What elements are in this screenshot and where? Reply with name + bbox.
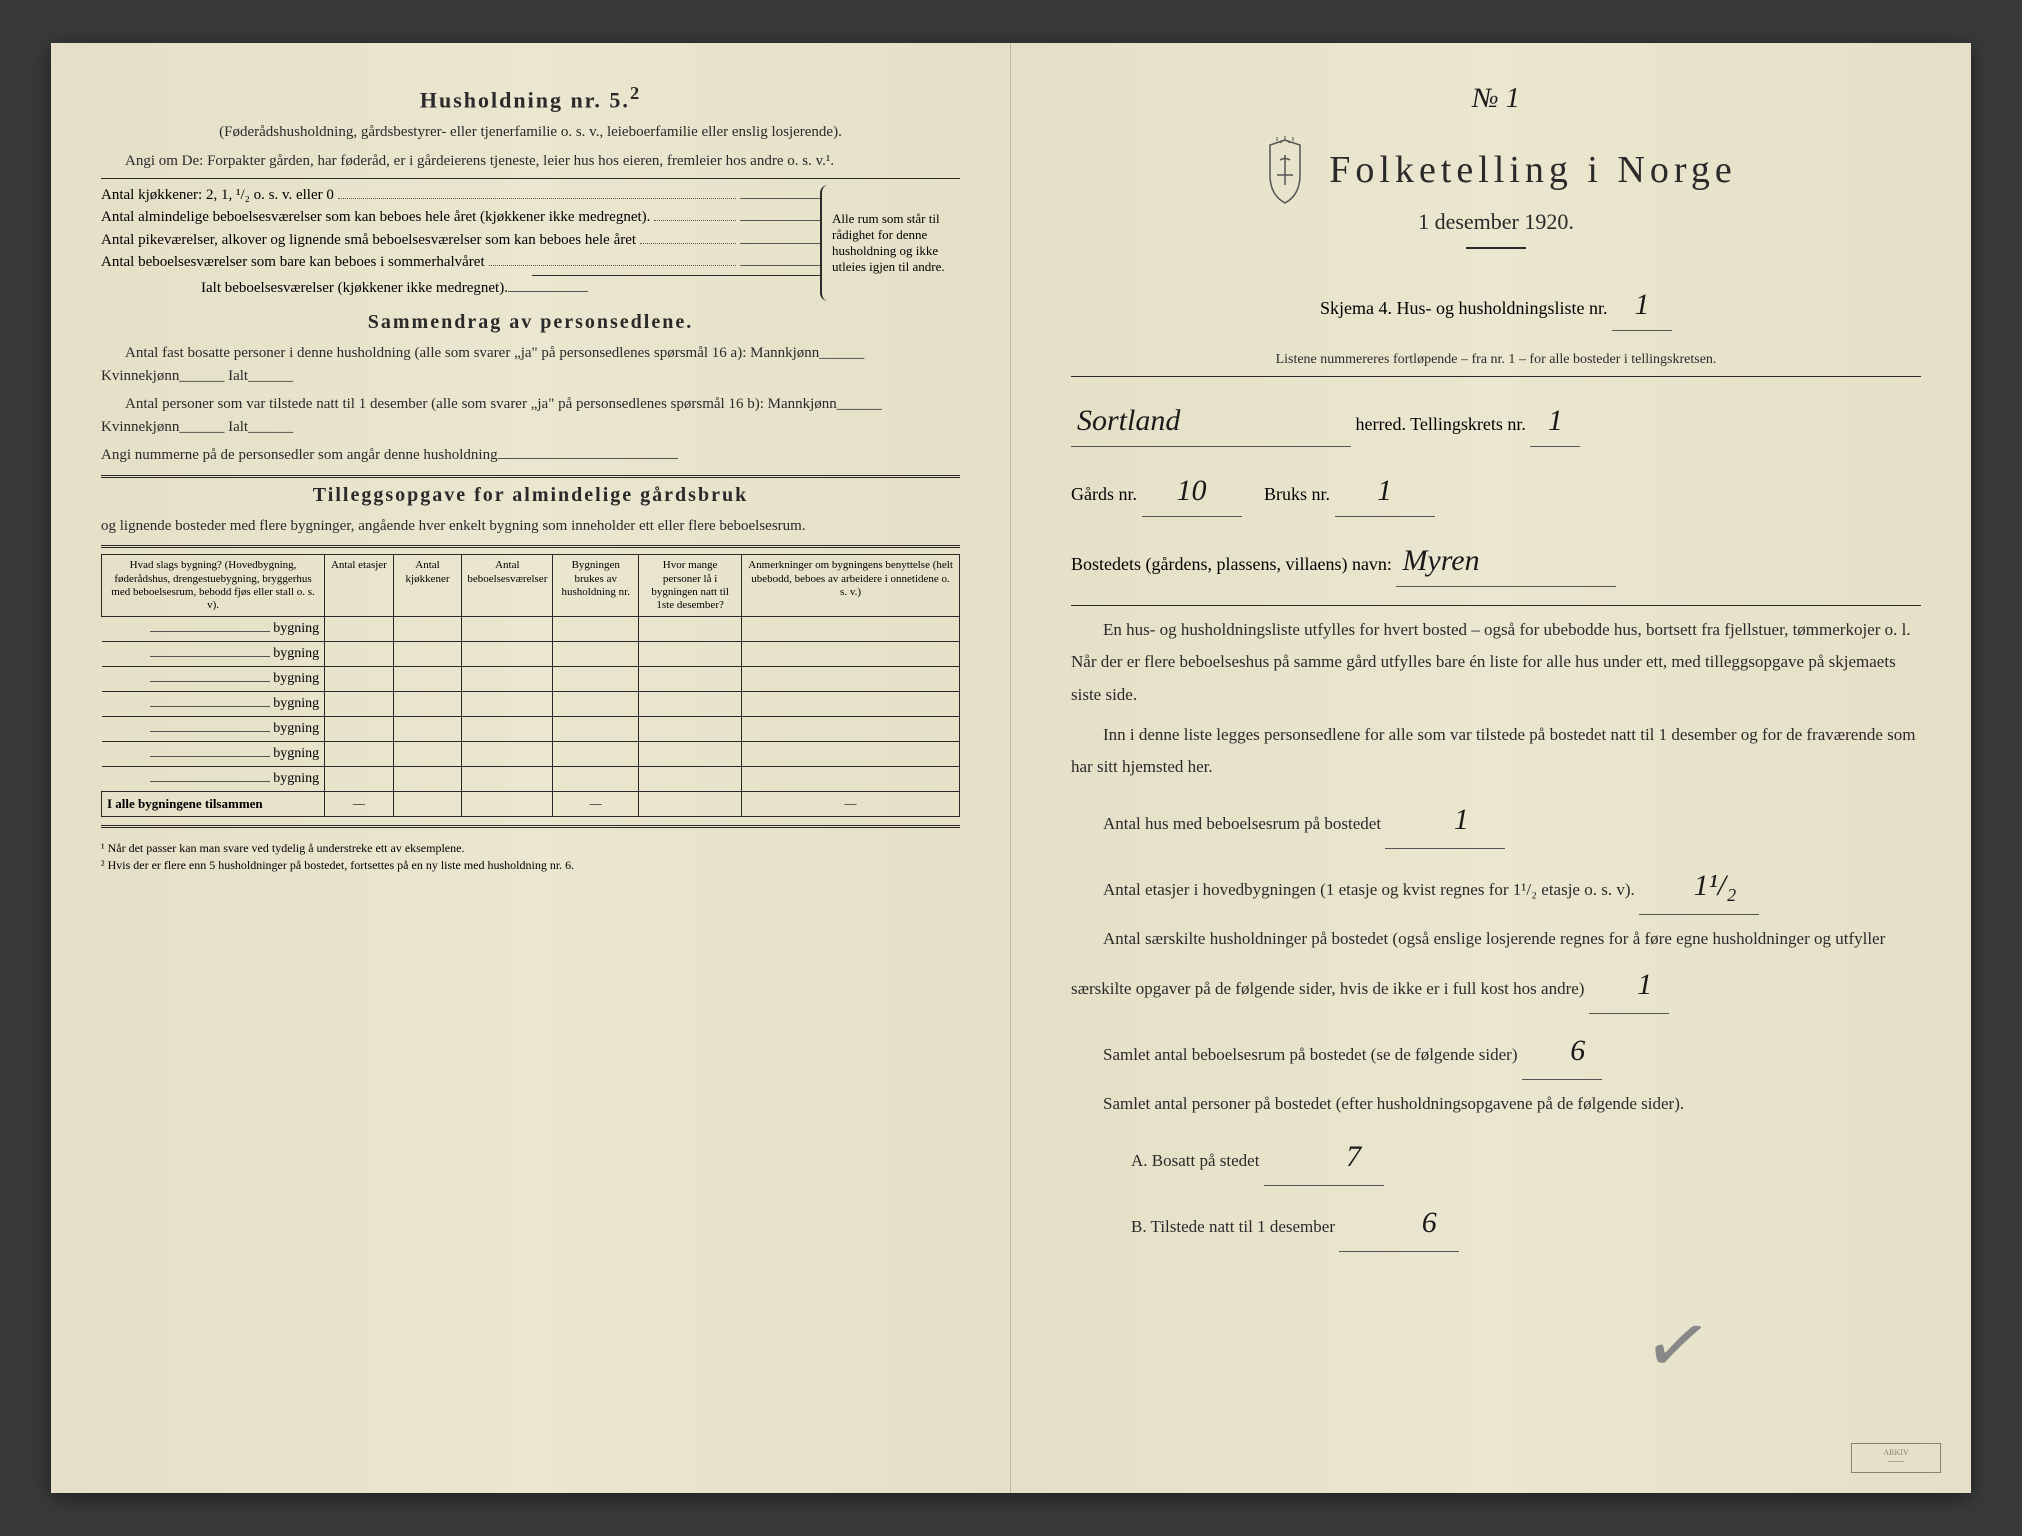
bosted-value: Myren — [1396, 535, 1616, 587]
bruk-value: 1 — [1335, 465, 1435, 517]
table-row: bygning — [102, 767, 960, 792]
th-2: Antal kjøkkener — [393, 555, 462, 617]
table-row: bygning — [102, 692, 960, 717]
th-0: Hvad slags bygning? (Hovedbygning, føder… — [102, 555, 325, 617]
q2: Antal etasjer i hovedbygningen (1 etasje… — [1071, 857, 1921, 915]
fn2: ² Hvis der er flere enn 5 husholdninger … — [101, 857, 960, 874]
skjema-value: 1 — [1612, 279, 1672, 331]
sammendrag-title: Sammendrag av personsedlene. — [101, 311, 960, 334]
th-1: Antal etasjer — [325, 555, 394, 617]
h5-subtitle: (Føderådshusholdning, gårdsbestyrer- ell… — [101, 121, 960, 144]
date-line: 1 desember 1920. — [1071, 209, 1921, 235]
qA-value: 7 — [1264, 1128, 1384, 1186]
herred-value: Sortland — [1071, 395, 1351, 447]
qA: A. Bosatt på stedet 7 — [1071, 1128, 1921, 1186]
para2: Inn i denne liste legges personsedlene f… — [1071, 719, 1921, 784]
krets-value: 1 — [1530, 395, 1580, 447]
table-row: bygning — [102, 617, 960, 642]
kjokken-label: Antal kjøkkener: 2, 1, ¹/₂ o. s. v. elle… — [101, 187, 334, 204]
table-sum-row: I alle bygningene tilsammen——— — [102, 792, 960, 817]
listene-note: Listene nummereres fortløpende – fra nr.… — [1071, 349, 1921, 370]
th-6: Anmerkninger om bygningens benyttelse (h… — [742, 555, 960, 617]
q2-value: 1¹/₂ — [1639, 857, 1759, 915]
herred-line: Sortland herred. Tellingskrets nr. 1 — [1071, 395, 1921, 447]
table-row: bygning — [102, 742, 960, 767]
left-page: Husholdning nr. 5.2 (Føderådshusholdning… — [51, 43, 1011, 1493]
q5-label: Samlet antal personer på bostedet (efter… — [1071, 1088, 1921, 1120]
right-page: № 1 Folketelling i Norge 1 desember 1920… — [1011, 43, 1971, 1493]
h5-title: Husholdning nr. 5.2 — [101, 83, 960, 113]
table-row: bygning — [102, 717, 960, 742]
row-2: Antal pikeværelser, alkover og lignende … — [101, 232, 636, 249]
check-mark-icon: ✓ — [1636, 1294, 1718, 1398]
brace-text: Alle rum som står til rådighet for denne… — [820, 185, 960, 301]
q4-value: 6 — [1522, 1022, 1602, 1080]
coat-of-arms-icon — [1255, 135, 1315, 205]
row-3: Antal beboelsesværelser som bare kan beb… — [101, 254, 485, 271]
top-mark: № 1 — [1071, 83, 1921, 115]
room-block: Antal kjøkkener: 2, 1, ¹/₂ o. s. v. elle… — [101, 185, 960, 301]
qB-value: 6 — [1339, 1194, 1459, 1252]
qB: B. Tilstede natt til 1 desember 6 — [1071, 1194, 1921, 1252]
table-row: bygning — [102, 642, 960, 667]
q3-value: 1 — [1589, 956, 1669, 1014]
row-1: Antal almindelige beboelsesværelser som … — [101, 209, 650, 226]
tillegg-sub: og lignende bosteder med flere bygninger… — [101, 515, 960, 538]
sd-line2: Antal personer som var tilstede natt til… — [101, 393, 960, 438]
q1-value: 1 — [1385, 791, 1505, 849]
th-3: Antal beboelsesværelser — [462, 555, 553, 617]
th-4: Bygningen brukes av husholdning nr. — [553, 555, 639, 617]
archive-stamp: ARKIV─── — [1851, 1443, 1941, 1473]
q3: Antal særskilte husholdninger på bostede… — [1071, 923, 1921, 1013]
gard-line: Gårds nr. 10 Bruks nr. 1 — [1071, 465, 1921, 517]
th-5: Hvor mange personer lå i bygningen natt … — [639, 555, 742, 617]
tillegg-title: Tilleggsopgave for almindelige gårdsbruk — [101, 484, 960, 507]
sd-line1: Antal fast bosatte personer i denne hush… — [101, 342, 960, 387]
h5-instruction: Angi om De: Forpakter gården, har føderå… — [101, 150, 960, 173]
bosted-line: Bostedets (gårdens, plassens, villaens) … — [1071, 535, 1921, 587]
q1: Antal hus med beboelsesrum på bostedet 1 — [1071, 791, 1921, 849]
skjema-line: Skjema 4. Hus- og husholdningsliste nr. … — [1071, 279, 1921, 331]
fn1: ¹ Når det passer kan man svare ved tydel… — [101, 840, 960, 857]
footnotes: ¹ Når det passer kan man svare ved tydel… — [101, 840, 960, 874]
document-spread: Husholdning nr. 5.2 (Føderådshusholdning… — [51, 43, 1971, 1493]
gard-value: 10 — [1142, 465, 1242, 517]
para1: En hus- og husholdningsliste utfylles fo… — [1071, 614, 1921, 711]
bygning-table: Hvad slags bygning? (Hovedbygning, føder… — [101, 554, 960, 817]
ialt-label: Ialt beboelsesværelser (kjøkkener ikke m… — [201, 280, 508, 297]
main-title: Folketelling i Norge — [1329, 148, 1737, 192]
table-row: bygning — [102, 667, 960, 692]
q4: Samlet antal beboelsesrum på bostedet (s… — [1071, 1022, 1921, 1080]
title-block: Folketelling i Norge 1 desember 1920. — [1071, 135, 1921, 249]
sd-line3: Angi nummerne på de personsedler som ang… — [101, 444, 960, 467]
